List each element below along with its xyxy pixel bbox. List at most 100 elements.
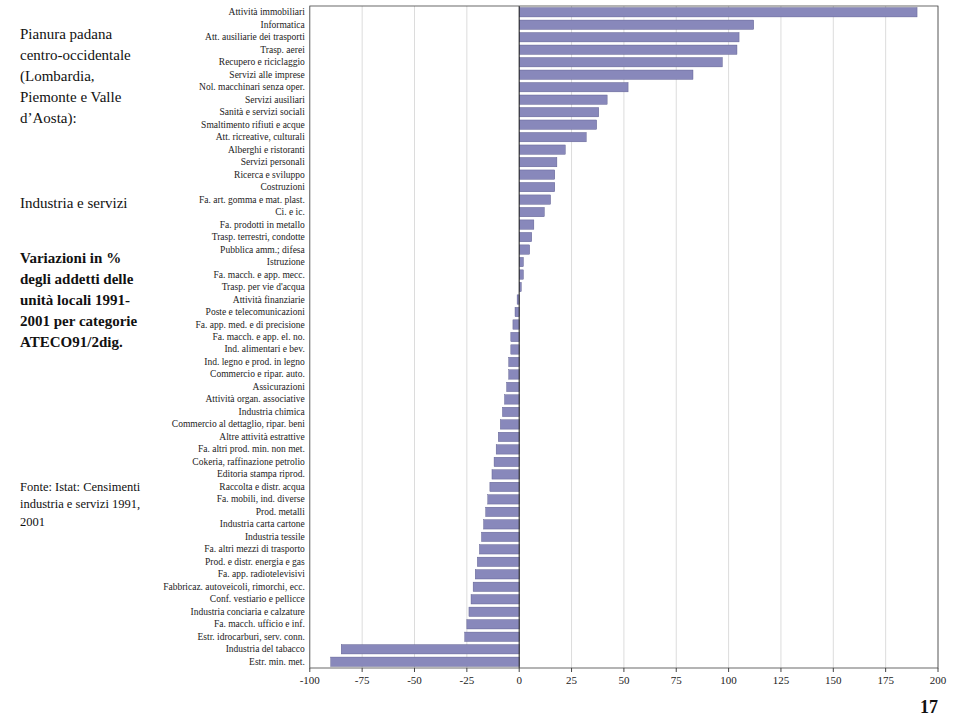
category-label: Raccolta e distr. acqua xyxy=(219,482,305,492)
category-label: Fa. mobili, ind. diverse xyxy=(217,494,305,504)
tick-label: 75 xyxy=(671,674,683,686)
bar xyxy=(498,432,519,441)
bar xyxy=(341,645,519,654)
plot-frame xyxy=(310,6,938,668)
bar xyxy=(496,445,519,454)
bar xyxy=(519,20,754,29)
grid-line xyxy=(414,6,415,668)
category-label: Fa. app. radiotelevisivi xyxy=(218,569,305,579)
bar xyxy=(519,145,565,154)
category-label: Istruzione xyxy=(267,257,305,267)
side-text-line: centro-occidentale xyxy=(20,47,131,63)
bar xyxy=(473,582,519,591)
category-label: Industria del tabacco xyxy=(226,644,305,654)
bar xyxy=(519,170,555,179)
tick-label: 0 xyxy=(516,674,522,686)
category-label: Attività organ. associative xyxy=(206,394,305,404)
category-label: Cokeria, raffinazione petrolio xyxy=(192,457,305,467)
grid-line xyxy=(885,6,886,668)
tick-label: -50 xyxy=(407,674,422,686)
bar xyxy=(505,395,520,404)
side-text-line: Industria e servizi xyxy=(20,195,127,211)
bar xyxy=(494,457,519,466)
category-label: Estr. idrocarburi, serv. conn. xyxy=(198,632,305,642)
category-label: Fa. macch. ufficio e inf. xyxy=(214,619,305,629)
category-label: Ind. alimentari e bev. xyxy=(224,344,304,354)
tick-mark xyxy=(414,668,415,672)
tick-mark xyxy=(466,668,467,672)
grid-line xyxy=(676,6,677,668)
x-axis: -100-75-50-250255075100125150175200 xyxy=(300,668,947,686)
bar xyxy=(477,557,519,566)
category-label: Trasp. aerei xyxy=(260,45,305,55)
bar xyxy=(519,157,557,166)
tick-mark xyxy=(938,668,939,672)
grid-line xyxy=(362,6,363,668)
side-text-line: (Lombardia, xyxy=(20,68,95,85)
bar xyxy=(519,33,739,42)
category-label: Ricerca e sviluppo xyxy=(234,170,305,180)
bar xyxy=(502,407,519,416)
tick-label: -100 xyxy=(300,674,321,686)
category-label: Sanità e servizi sociali xyxy=(220,107,306,117)
grid-line xyxy=(519,6,520,668)
category-label: Prod. e distr. energia e gas xyxy=(205,557,305,567)
category-label: Fa. macch. e app. el. no. xyxy=(212,332,304,342)
bar xyxy=(467,620,519,629)
page-number: 17 xyxy=(920,697,938,717)
category-label: Industria tessile xyxy=(245,532,305,542)
bar xyxy=(519,270,523,279)
tick-label: 50 xyxy=(618,674,630,686)
category-label: Industria conciaria e calzature xyxy=(191,607,305,617)
category-label: Industria carta cartone xyxy=(220,519,305,529)
bar xyxy=(519,220,534,229)
category-label: Commercio al dettaglio, ripar. beni xyxy=(172,419,305,429)
category-label: Conf. vestiario e pellicce xyxy=(210,594,305,604)
tick-label: 200 xyxy=(930,674,947,686)
category-label: Fa. art. gomma e mat. plast. xyxy=(199,195,305,205)
bar xyxy=(479,545,519,554)
category-label: Trasp. per vie d'acqua xyxy=(222,282,306,292)
bar xyxy=(519,132,586,141)
grid xyxy=(310,6,938,668)
bar xyxy=(519,107,599,116)
category-label: Ind. legno e prod. in legno xyxy=(204,357,305,367)
tick-mark xyxy=(676,668,677,672)
category-label: Attività immobiliari xyxy=(229,7,306,17)
bar xyxy=(515,307,519,316)
category-labels: Attività immobiliariInformaticaAtt. ausi… xyxy=(163,7,305,667)
category-label: Recupero e riciclaggio xyxy=(219,57,305,67)
side-text-line: Variazioni in % xyxy=(20,250,121,266)
category-label: Alberghi e ristoranti xyxy=(228,145,305,155)
category-label: Attività finanziarie xyxy=(233,295,305,305)
bar xyxy=(511,332,519,341)
tick-mark xyxy=(309,668,310,672)
bar xyxy=(331,657,519,666)
tick-label: 100 xyxy=(720,674,737,686)
grid-line xyxy=(623,6,624,668)
plot-background xyxy=(310,6,938,668)
side-text-line: industria e servizi 1991, xyxy=(20,497,140,511)
bar xyxy=(475,570,519,579)
bar xyxy=(465,632,519,641)
bar xyxy=(519,232,532,241)
side-text-line: degli addetti delle xyxy=(20,271,134,287)
category-label: Smaltimento rifiuti e acque xyxy=(201,120,305,130)
bar xyxy=(519,83,628,92)
tick-mark xyxy=(519,668,520,672)
tick-mark xyxy=(780,668,781,672)
bar xyxy=(500,420,519,429)
category-label: Industria chimica xyxy=(239,407,306,417)
bar xyxy=(511,345,519,354)
bar xyxy=(519,120,596,129)
category-label: Fa. prodotti in metallo xyxy=(220,220,305,230)
category-label: Att. ausiliarie dei trasporti xyxy=(205,32,305,42)
grid-line xyxy=(466,6,467,668)
bar xyxy=(484,520,520,529)
tick-mark xyxy=(728,668,729,672)
category-label: Assicurazioni xyxy=(253,382,306,392)
bar xyxy=(519,195,550,204)
category-label: Pubblica amm.; difesa xyxy=(220,245,305,255)
category-label: Altre attività estrattive xyxy=(219,432,304,442)
side-text-line: Piemonte e Valle xyxy=(20,89,122,105)
